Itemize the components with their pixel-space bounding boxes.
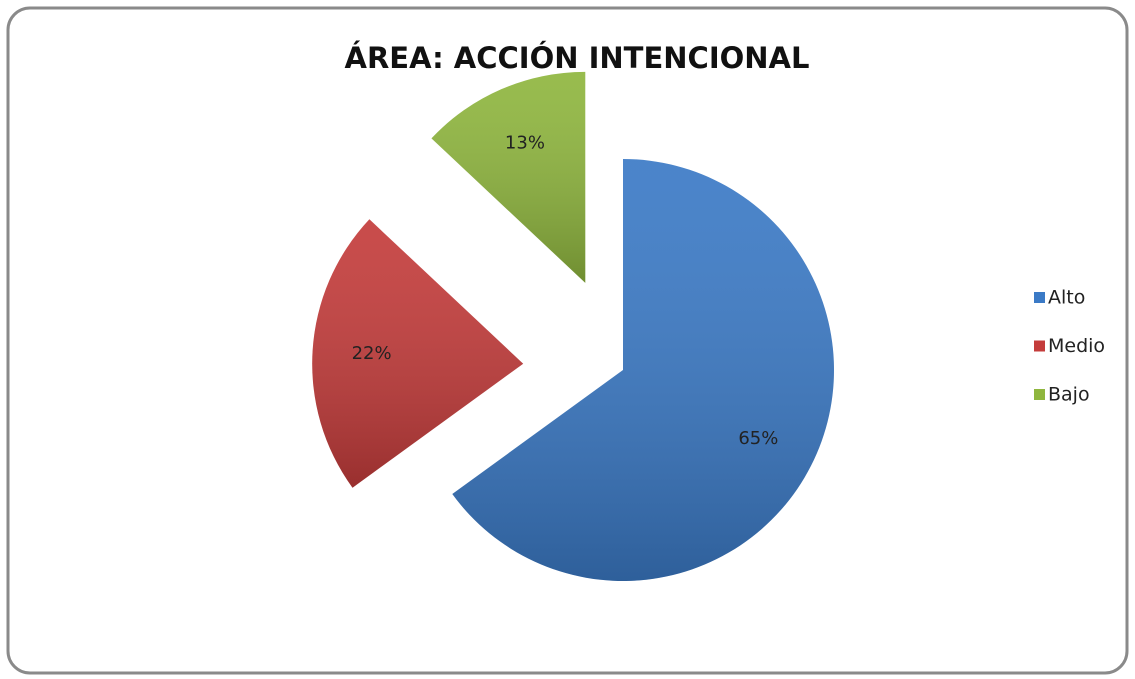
legend-swatch [1034,340,1045,352]
legend-label: Medio [1048,335,1105,357]
legend-swatch [1034,292,1045,303]
data-label: 65% [738,428,778,449]
data-label: 13% [505,132,545,153]
chart-title: ÁREA: ACCIÓN INTENCIONAL [345,41,810,75]
legend-swatch [1034,389,1045,400]
legend-label: Alto [1048,287,1085,309]
legend-label: Bajo [1048,384,1090,406]
data-label: 22% [352,343,392,364]
